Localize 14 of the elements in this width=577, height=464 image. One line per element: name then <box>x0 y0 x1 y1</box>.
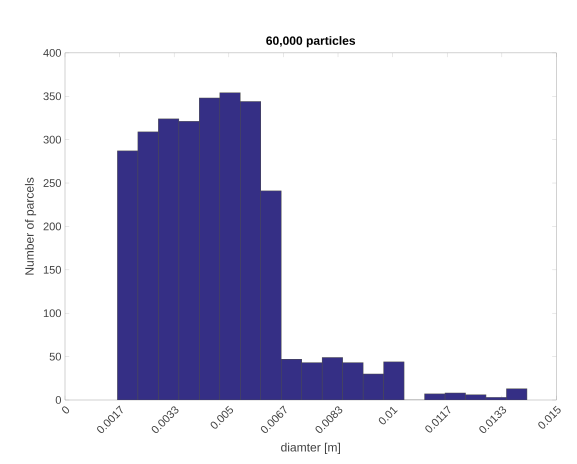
y-tick-label: 100 <box>44 309 62 318</box>
x-axis-title: diamter [m] <box>281 442 340 454</box>
y-tick-label: 250 <box>44 179 62 187</box>
y-tick-label: 200 <box>44 222 62 230</box>
chart-title: 60,000 particles <box>266 36 356 48</box>
y-tick-label: 350 <box>43 92 62 100</box>
y-tick-label: 300 <box>43 136 62 144</box>
y-tick-label: 150 <box>44 266 62 274</box>
y-axis-title: Number of parcels <box>24 178 36 275</box>
y-tick-label: 50 <box>50 352 62 361</box>
y-tick-label: 0 <box>56 396 62 404</box>
y-tick-label: 400 <box>43 48 62 57</box>
x-tick-label: 0 <box>62 406 70 414</box>
x-tick-label: 0.01 <box>378 406 398 424</box>
